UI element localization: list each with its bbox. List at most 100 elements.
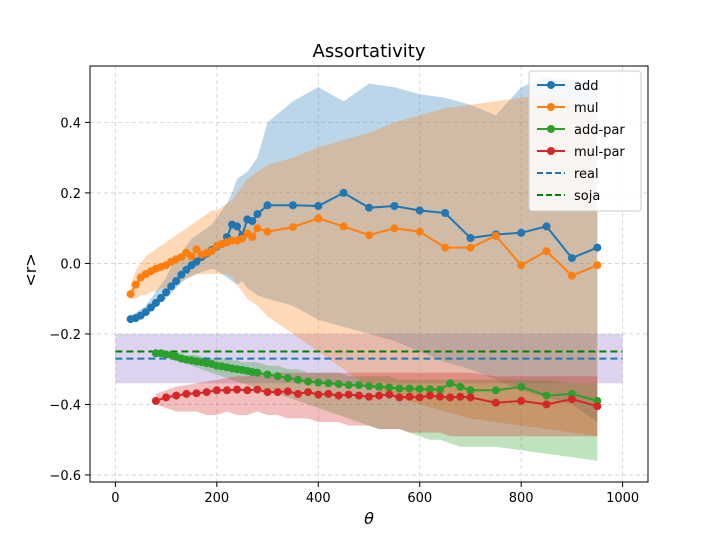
legend: add mul add-par mul-par real soja — [528, 70, 642, 212]
point-add — [415, 206, 424, 215]
point-mul-par — [491, 398, 500, 407]
point-mul-par — [517, 396, 526, 405]
point-mul — [567, 271, 576, 280]
point-add-par — [517, 382, 526, 391]
point-add — [248, 217, 257, 226]
point-add — [517, 228, 526, 237]
point-mul — [390, 224, 399, 233]
point-mul-par — [567, 395, 576, 404]
x-tick-label: 200 — [204, 491, 229, 506]
point-add-par — [334, 380, 343, 388]
point-mul — [187, 252, 196, 261]
point-add-par — [466, 386, 475, 395]
point-mul-par — [375, 391, 384, 400]
chart-title: Assortativity — [313, 41, 426, 62]
point-add — [157, 294, 165, 302]
point-mul-par — [466, 393, 475, 402]
point-add-par — [253, 368, 262, 377]
data-series — [126, 188, 602, 411]
legend-marker-mul-par — [547, 147, 555, 155]
point-add — [263, 201, 272, 210]
point-add — [162, 288, 171, 297]
point-add-par — [304, 377, 313, 386]
y-axis-ticks: −0.6 −0.4 −0.2 0.0 0.2 0.4 — [49, 116, 90, 484]
legend-marker-mul — [547, 103, 555, 111]
point-mul — [441, 243, 450, 252]
point-add-par — [365, 382, 373, 391]
point-mul-par — [182, 389, 191, 398]
point-add-par — [324, 379, 333, 388]
point-add-par — [354, 381, 363, 390]
point-mul-par — [162, 393, 171, 402]
point-add — [441, 209, 450, 217]
y-tick-label: −0.4 — [49, 398, 81, 413]
point-add — [567, 254, 576, 263]
x-axis-label: θ — [364, 509, 374, 528]
point-add-par — [294, 375, 302, 384]
plot-frame — [89, 65, 649, 483]
point-mul — [415, 227, 424, 236]
point-add — [177, 270, 186, 279]
legend-label-soja: soja — [574, 189, 600, 204]
point-add — [167, 282, 176, 291]
x-tick-label: 0 — [111, 491, 119, 506]
point-mul — [131, 280, 140, 289]
point-mul-par — [283, 387, 292, 396]
point-add-par — [405, 384, 414, 393]
point-add — [542, 222, 551, 231]
legend-label-real: real — [574, 167, 599, 182]
point-mul — [466, 243, 475, 252]
point-mul-par — [172, 391, 181, 400]
point-mul-par — [223, 386, 231, 395]
point-mul-par — [593, 402, 602, 411]
point-add — [365, 203, 373, 212]
point-mul — [248, 233, 257, 241]
point-mul-par — [385, 390, 394, 399]
point-mul — [126, 290, 135, 299]
point-mul-par — [446, 393, 455, 402]
legend-label-add-par: add-par — [574, 123, 625, 138]
point-mul-par — [456, 392, 465, 401]
point-mul-par — [405, 392, 414, 401]
legend-label-mul: mul — [574, 101, 599, 116]
point-add-par — [456, 382, 465, 391]
point-add — [288, 201, 297, 210]
point-mul — [491, 231, 500, 240]
point-add-par — [375, 382, 384, 391]
y-tick-label: −0.2 — [49, 328, 81, 343]
point-mul-par — [354, 391, 363, 400]
point-mul-par — [294, 389, 302, 398]
legend-label-mul-par: mul-par — [574, 145, 625, 160]
point-add-par — [436, 385, 444, 394]
point-mul — [238, 234, 247, 243]
point-mul-par — [542, 400, 551, 409]
point-mul — [593, 261, 602, 270]
point-add — [151, 298, 160, 307]
point-mul — [542, 247, 551, 256]
point-mul — [207, 247, 216, 256]
point-mul-par — [212, 386, 221, 395]
legend-marker-add-par — [547, 125, 555, 133]
point-add-par — [425, 385, 434, 394]
point-mul-par — [263, 388, 272, 397]
point-mul-par — [395, 393, 404, 402]
point-add — [141, 308, 150, 317]
x-tick-label: 800 — [509, 491, 534, 506]
point-mul-par — [344, 390, 353, 399]
legend-label-add: add — [574, 79, 598, 94]
point-mul — [192, 245, 201, 254]
point-mul-par — [202, 388, 211, 397]
point-add — [233, 222, 242, 231]
point-add — [253, 210, 262, 219]
point-add-par — [385, 383, 394, 392]
x-tick-label: 400 — [306, 491, 331, 506]
point-add — [314, 202, 323, 210]
y-tick-label: 0.0 — [60, 257, 81, 272]
y-tick-label: 0.4 — [60, 116, 81, 131]
point-add-par — [415, 384, 424, 393]
point-mul-par — [304, 388, 313, 397]
point-mul — [263, 227, 272, 236]
point-mul — [288, 223, 297, 232]
point-add — [339, 188, 348, 197]
